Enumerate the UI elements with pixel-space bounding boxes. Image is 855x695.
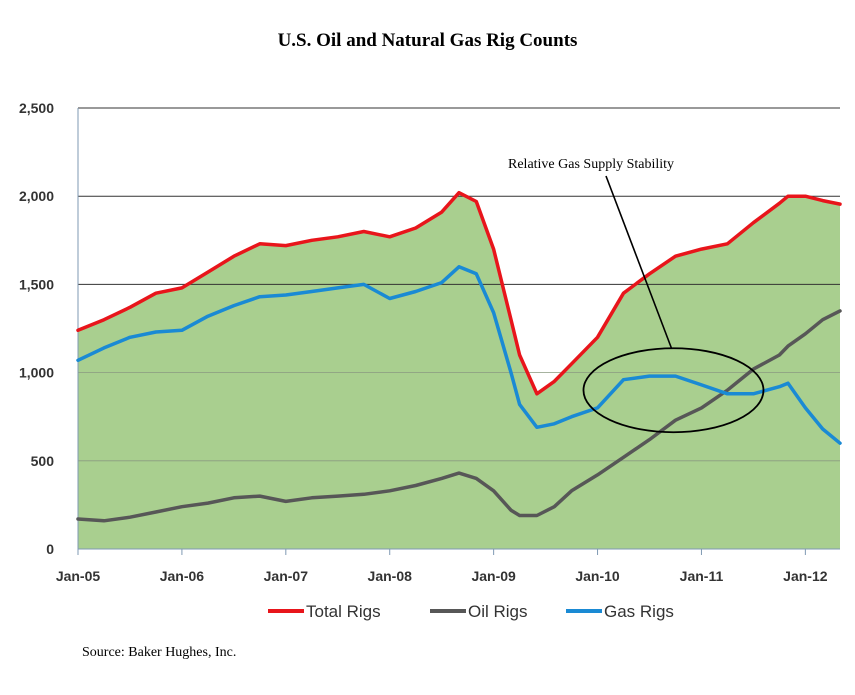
chart-title: U.S. Oil and Natural Gas Rig Counts <box>277 30 578 51</box>
x-tick-label: Jan-11 <box>680 568 724 584</box>
y-tick-label: 1,500 <box>19 276 54 292</box>
x-tick-label: Jan-05 <box>56 568 101 584</box>
annotation-pointer <box>605 175 673 349</box>
legend-gas-rigs-label: Gas Rigs <box>604 602 674 621</box>
annotation-label: Relative Gas Supply Stability <box>508 157 674 172</box>
y-tick-label: 2,000 <box>19 188 54 204</box>
legend-oil-rigs-label: Oil Rigs <box>468 602 528 621</box>
annotation-ellipse <box>582 347 765 434</box>
legend-total-rigs-label: Total Rigs <box>306 602 381 621</box>
total-rigs-line <box>76 190 842 396</box>
oil-rigs-line <box>76 309 842 523</box>
total-rigs-area <box>78 192 840 549</box>
x-tick-label: Jan-08 <box>368 568 413 584</box>
gas-rigs-line <box>76 265 842 445</box>
y-tick-label: 1,000 <box>19 365 54 381</box>
x-tick-label: Jan-09 <box>471 568 516 584</box>
x-tick-label: Jan-07 <box>264 568 309 584</box>
rig-count-chart: 0 500 1,000 1,500 2,000 2,500 Jan-05 Jan-06 Jan-… <box>19 100 842 621</box>
y-tick-label: 500 <box>31 453 55 469</box>
y-tick-label: 0 <box>46 541 54 557</box>
source-note: Source: Baker Hughes, Inc. <box>82 645 237 660</box>
x-tick-label: Jan-06 <box>160 568 205 584</box>
x-tick-label: Jan-10 <box>575 568 620 584</box>
x-tick-label: Jan-12 <box>783 568 828 584</box>
y-tick-label: 2,500 <box>19 100 54 116</box>
